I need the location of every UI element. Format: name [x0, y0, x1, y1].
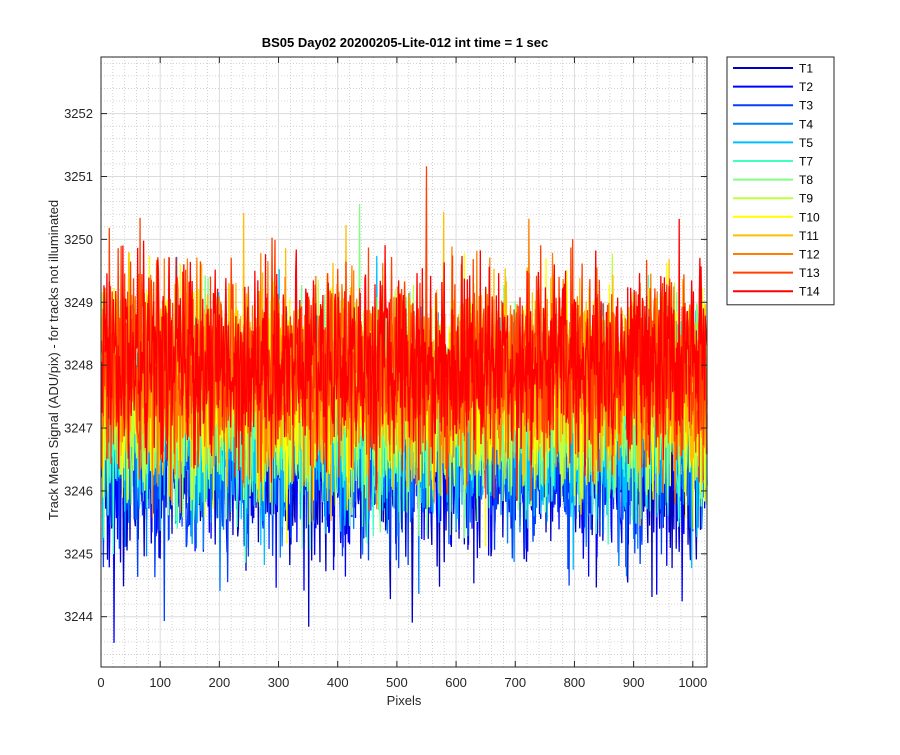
- y-tick-label: 3246: [64, 483, 93, 498]
- legend-label-t10: T10: [799, 210, 820, 224]
- x-tick-label: 400: [327, 675, 349, 690]
- legend-label-t8: T8: [799, 173, 813, 187]
- legend-label-t3: T3: [799, 99, 813, 113]
- legend-label-t4: T4: [799, 117, 813, 131]
- y-tick-label: 3250: [64, 232, 93, 247]
- legend-label-t9: T9: [799, 192, 813, 206]
- legend: T1 T2 T3 T4 T5 T7 T8 T9 T10 T11 T12 T13 T14: [726, 56, 835, 306]
- x-tick-label: 1000: [678, 675, 707, 690]
- x-tick-label: 900: [623, 675, 645, 690]
- series-line-t14: [100, 218, 708, 501]
- x-axis-ticks: 0 100 200 300 400 500 600 700 800 900 1000: [97, 57, 707, 690]
- x-tick-label: 300: [268, 675, 290, 690]
- x-axis-label: Pixels: [387, 693, 422, 708]
- x-tick-label: 0: [97, 675, 104, 690]
- legend-label-t11: T11: [799, 229, 819, 243]
- legend-label-t1: T1: [799, 62, 813, 76]
- y-axis-ticks: 3244 3245 3246 3247 3248 3249 3250 3251 3252: [64, 106, 707, 624]
- axes-frame: [100, 56, 708, 668]
- legend-label-t13: T13: [799, 266, 820, 280]
- x-tick-label: 100: [149, 675, 171, 690]
- y-tick-label: 3245: [64, 546, 93, 561]
- y-tick-label: 3248: [64, 358, 93, 373]
- y-tick-label: 3249: [64, 295, 93, 310]
- legend-label-t7: T7: [799, 155, 813, 169]
- y-tick-label: 3244: [64, 609, 93, 624]
- y-tick-label: 3252: [64, 106, 93, 121]
- x-tick-label: 600: [445, 675, 467, 690]
- legend-box: [726, 56, 835, 306]
- legend-label-t12: T12: [799, 248, 820, 262]
- y-tick-label: 3247: [64, 421, 93, 436]
- x-tick-label: 200: [209, 675, 231, 690]
- legend-label-t5: T5: [799, 136, 813, 150]
- y-axis-label: Track Mean Signal (ADU/pix) - for tracks…: [46, 200, 61, 520]
- legend-label-t2: T2: [799, 80, 813, 94]
- series-group: [100, 166, 708, 643]
- x-tick-label: 500: [386, 675, 408, 690]
- legend-label-t14: T14: [799, 285, 820, 299]
- axes-box: [100, 56, 708, 668]
- y-tick-label: 3251: [64, 169, 93, 184]
- chart-title: BS05 Day02 20200205-Lite-012 int time = …: [262, 35, 549, 50]
- x-tick-label: 700: [504, 675, 526, 690]
- x-tick-label: 800: [564, 675, 586, 690]
